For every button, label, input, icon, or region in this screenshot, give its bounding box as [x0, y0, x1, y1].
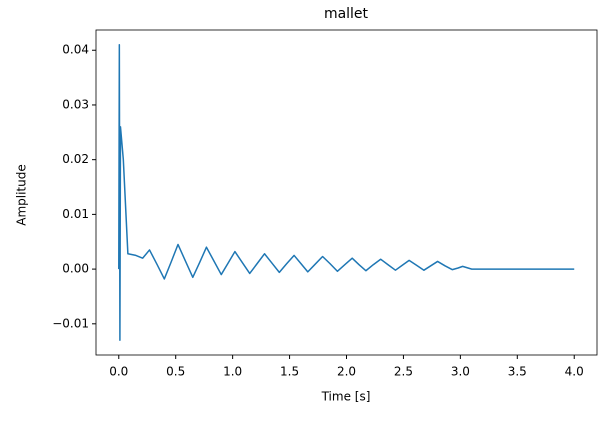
x-tick-label: 1.0	[223, 365, 242, 379]
x-tick-label: 1.5	[280, 365, 299, 379]
y-tick-label: 0.02	[62, 152, 89, 166]
y-tick-label: 0.01	[62, 207, 89, 221]
y-tick-label: 0.00	[62, 262, 89, 276]
chart-title: mallet	[324, 6, 369, 22]
plot-frame	[95, 29, 598, 356]
x-tick-label: 2.0	[337, 365, 356, 379]
x-tick-label: 3.5	[508, 365, 527, 379]
x-tick-label: 0.0	[109, 365, 128, 379]
x-axis-label: Time [s]	[321, 390, 371, 404]
y-axis-label: Amplitude	[15, 164, 29, 226]
y-tick-label: 0.04	[62, 43, 89, 57]
y-tick-label: −0.01	[52, 316, 89, 330]
x-tick-label: 4.0	[565, 365, 584, 379]
x-tick-label: 0.5	[166, 365, 185, 379]
y-tick-label: 0.03	[62, 97, 89, 111]
x-tick-label: 3.0	[451, 365, 470, 379]
x-tick-label: 2.5	[394, 365, 413, 379]
data-line	[118, 44, 575, 341]
